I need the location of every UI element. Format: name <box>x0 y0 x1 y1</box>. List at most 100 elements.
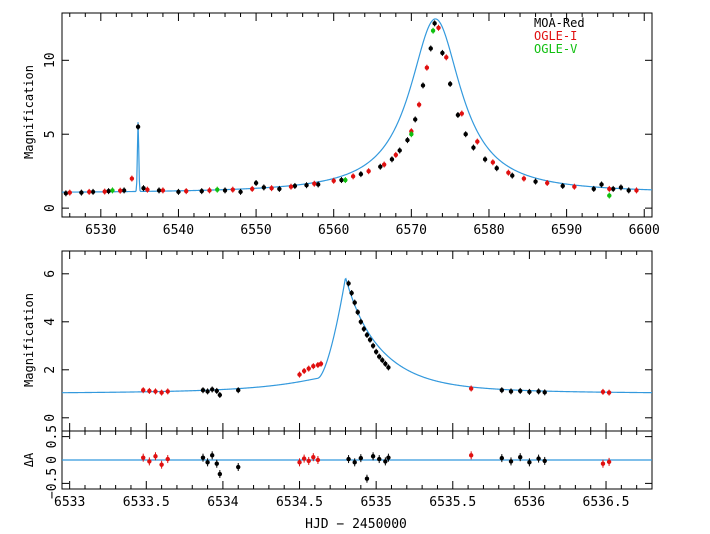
data-point-ogle-i <box>153 389 158 394</box>
data-point-ogle-i <box>153 454 158 459</box>
data-point-ogle-v <box>430 28 436 33</box>
data-point-moa-red <box>238 189 243 195</box>
x-tick-label: 6550 <box>240 223 271 238</box>
data-point-ogle-i <box>159 462 164 467</box>
data-point-ogle-i <box>165 389 170 394</box>
data-point-ogle-i <box>311 454 316 460</box>
x-tick-label: 6530 <box>85 223 116 238</box>
middle-panel: 0 2 4 6 <box>43 250 653 432</box>
data-point-ogle-i <box>521 176 527 181</box>
data-point-moa-red <box>358 455 364 461</box>
data-point-ogle-i <box>145 187 150 192</box>
data-point-moa-red <box>214 388 219 394</box>
data-point-moa-red <box>304 183 309 188</box>
data-point-ogle-i <box>600 389 606 395</box>
data-point-ogle-i <box>459 111 465 116</box>
data-point-moa-red <box>560 183 565 189</box>
data-point-ogle-i <box>306 366 311 371</box>
data-point-moa-red <box>236 464 241 470</box>
data-point-ogle-i <box>118 188 123 193</box>
data-point-moa-red <box>90 189 96 195</box>
data-point-moa-red <box>367 337 373 342</box>
data-point-moa-red <box>386 455 391 460</box>
data-point-moa-red <box>370 454 376 459</box>
model-curve <box>62 277 652 394</box>
data-point-moa-red <box>205 460 210 465</box>
data-point-moa-red <box>209 453 215 458</box>
data-point-moa-red <box>536 456 541 461</box>
data-point-ogle-v <box>607 193 612 198</box>
data-point-ogle-i <box>634 188 639 193</box>
data-point-moa-red <box>463 132 468 137</box>
data-point-moa-red <box>599 182 604 187</box>
data-point-moa-red <box>383 361 388 366</box>
data-point-ogle-i <box>129 176 135 181</box>
data-point-ogle-i <box>331 178 336 183</box>
data-point-ogle-i <box>159 390 164 395</box>
data-point-moa-red <box>106 188 111 194</box>
legend-label-ogle-v: OGLE-V <box>534 42 577 56</box>
data-point-ogle-i <box>315 457 321 463</box>
data-point-ogle-v <box>409 132 414 137</box>
series-ogle-i <box>67 24 639 196</box>
data-point-ogle-i <box>475 139 480 144</box>
data-point-ogle-i <box>207 188 212 193</box>
x-tick-label: 6536.5 <box>583 495 630 510</box>
x-tick-label: 6590 <box>551 223 582 238</box>
data-point-moa-red <box>378 164 383 169</box>
x-tick-label: 6536 <box>514 495 545 510</box>
data-point-ogle-i <box>607 186 612 192</box>
data-point-ogle-i <box>468 453 474 458</box>
y-tick-label: 5 <box>43 130 58 138</box>
data-point-moa-red <box>355 310 360 315</box>
data-point-ogle-i <box>230 187 235 192</box>
data-point-moa-red <box>346 456 351 462</box>
data-point-ogle-i <box>424 65 430 70</box>
data-point-moa-red <box>315 182 321 187</box>
data-point-ogle-i <box>468 386 474 391</box>
data-point-ogle-i <box>606 390 612 395</box>
data-point-moa-red <box>222 188 228 193</box>
data-point-moa-red <box>518 454 523 460</box>
data-point-moa-red <box>352 460 357 465</box>
data-point-ogle-i <box>288 184 294 189</box>
data-point-moa-red <box>518 388 523 394</box>
data-point-moa-red <box>261 185 267 190</box>
data-point-moa-red <box>447 81 453 87</box>
x-axis-label: HJD − 2450000 <box>305 517 407 532</box>
data-point-moa-red <box>217 392 223 398</box>
data-point-ogle-i <box>444 55 449 60</box>
data-point-moa-red <box>364 332 370 338</box>
series-ogle-i <box>141 451 612 469</box>
data-point-moa-red <box>156 188 162 193</box>
data-point-ogle-i <box>572 184 577 189</box>
y-tick-label: 0 <box>43 204 58 212</box>
data-point-moa-red <box>432 21 437 26</box>
series-moa-red <box>200 280 547 398</box>
residual-panel: −0.5 0 0.5 6533 6533.5 6534 6534.5 6535 6535.5 65… <box>45 425 653 510</box>
data-point-moa-red <box>209 387 215 392</box>
data-point-ogle-i <box>67 190 72 195</box>
data-point-ogle-i <box>544 180 550 186</box>
data-point-ogle-i <box>318 361 324 366</box>
data-point-moa-red <box>397 148 402 153</box>
y-tick-label: 0 <box>43 414 58 422</box>
data-point-moa-red <box>389 157 395 162</box>
data-point-ogle-i <box>297 372 302 377</box>
data-point-ogle-i <box>381 162 387 167</box>
data-point-ogle-i <box>506 170 511 175</box>
data-point-ogle-i <box>141 455 146 460</box>
data-point-moa-red <box>292 183 298 189</box>
data-point-moa-red <box>358 171 364 177</box>
x-tick-label: 6534 <box>207 495 238 510</box>
data-point-ogle-v <box>110 188 115 193</box>
series-ogle-i <box>141 360 612 396</box>
data-point-moa-red <box>349 290 354 296</box>
data-point-moa-red <box>121 188 127 193</box>
data-point-moa-red <box>527 460 532 465</box>
data-point-ogle-i <box>141 388 146 393</box>
data-point-ogle-i <box>301 456 307 461</box>
data-point-moa-red <box>352 300 357 305</box>
data-point-ogle-i <box>269 185 274 191</box>
data-point-moa-red <box>527 389 532 395</box>
